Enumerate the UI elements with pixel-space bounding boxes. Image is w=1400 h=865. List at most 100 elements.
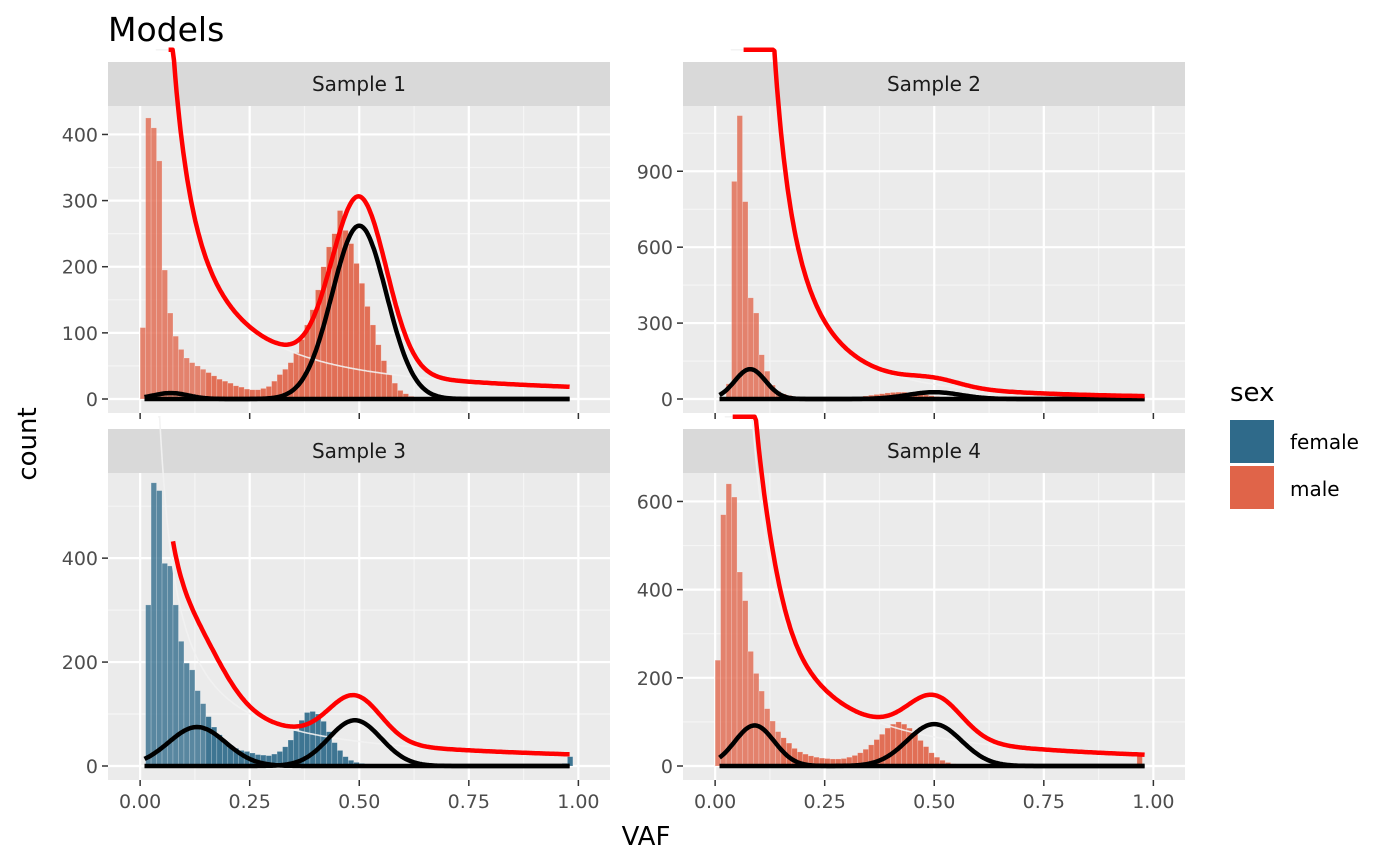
histogram-bar [714, 659, 721, 767]
histogram-bar [211, 375, 218, 400]
facet-strip [683, 62, 1185, 106]
histogram-bar [742, 600, 749, 767]
y-tick-label: 400 [637, 580, 673, 602]
total-fit-curve [742, 47, 1146, 399]
y-tick-label: 200 [62, 257, 98, 279]
histogram-bar [167, 312, 174, 400]
histogram-bar [178, 640, 185, 767]
y-axis-title: count [13, 407, 43, 480]
y-tick-label: 300 [637, 313, 673, 335]
histogram-bar [189, 669, 196, 767]
histogram-bar [391, 382, 398, 400]
histogram-bar [337, 750, 344, 767]
component-fit-curve [143, 223, 571, 402]
facet-strip-label: Sample 2 [887, 72, 981, 96]
x-tick-label: 1.00 [1132, 791, 1174, 813]
histogram-bar [293, 352, 300, 400]
histogram-bar [172, 604, 179, 767]
histogram-bar [386, 373, 393, 400]
histogram-bar [200, 703, 207, 767]
x-tick-label: 0.25 [229, 791, 271, 813]
histogram-bar [156, 490, 163, 767]
total-fit-curve [170, 540, 571, 757]
y-tick-label: 400 [62, 548, 98, 570]
x-tick-label: 0.50 [913, 791, 955, 813]
histogram-bar [731, 181, 738, 400]
histogram-bar [567, 756, 574, 767]
y-tick-label: 200 [62, 652, 98, 674]
histogram-bar [167, 565, 174, 767]
y-tick-label: 600 [637, 237, 673, 259]
facet-strip-label: Sample 1 [312, 72, 406, 96]
y-tick-label: 0 [661, 389, 673, 411]
histogram-bar [161, 269, 168, 400]
y-tick-label: 300 [62, 191, 98, 213]
histogram-bar [298, 339, 305, 400]
histogram-bar [917, 740, 924, 767]
facet-strip [683, 429, 1185, 473]
total-fit-curve [167, 47, 571, 390]
x-tick-label: 0.25 [804, 791, 846, 813]
histogram-bar [369, 324, 376, 400]
histogram-bar [358, 282, 366, 400]
facet-panel: Sample 3 0.00 0.25 0.50 0.75 1.00 0 200 400 [62, 416, 610, 813]
facet-strip-label: Sample 4 [887, 439, 981, 463]
y-tick-label: 200 [637, 668, 673, 690]
component-fit-curve [718, 389, 1146, 402]
legend-key-female [1230, 420, 1274, 463]
histogram-bar [922, 746, 930, 767]
histogram-bar [145, 117, 152, 400]
legend-key-male [1230, 466, 1274, 509]
histogram-bar [172, 335, 179, 400]
y-tick-label: 0 [86, 389, 98, 411]
histogram-bar [736, 115, 743, 400]
histogram-bar [747, 651, 754, 767]
x-tick-label: 0.75 [1023, 791, 1065, 813]
facet-strip [108, 429, 610, 473]
histogram-bar [747, 297, 754, 400]
histogram-bar [161, 563, 168, 767]
histogram-bar [725, 483, 732, 767]
y-tick-label: 100 [62, 323, 98, 345]
histogram-bar [884, 727, 891, 767]
histogram-bar [227, 382, 234, 400]
facet-panel: Sample 4 0.00 0.25 0.50 0.75 1.00 0 200 400 600 [637, 414, 1185, 813]
histogram-bar [194, 365, 201, 400]
y-tick-label: 900 [637, 161, 673, 183]
histogram-bar [347, 243, 355, 400]
histogram-bar [205, 372, 212, 400]
facet-strip-label: Sample 3 [312, 439, 406, 463]
legend-label-male: male [1290, 477, 1340, 501]
x-axis-title: VAF [622, 822, 671, 852]
histogram-bar [183, 662, 190, 767]
histogram-bar [150, 482, 157, 767]
x-tick-label: 0.00 [119, 791, 161, 813]
x-tick-label: 1.00 [557, 791, 599, 813]
component-fit-curve [718, 721, 1146, 769]
histogram-bar [216, 378, 223, 400]
histogram-bar [364, 306, 371, 400]
y-tick-label: 0 [661, 756, 673, 778]
component-fit-curve [143, 718, 571, 769]
histogram-bar [331, 742, 338, 767]
histogram-bar [912, 733, 919, 767]
y-tick-label: 0 [86, 756, 98, 778]
histogram-bar [753, 673, 760, 767]
legend: sex female male [1230, 378, 1359, 509]
histogram-bar [200, 368, 207, 400]
legend-label-female: female [1290, 430, 1359, 454]
facet-panel: Sample 1 0 100 200 300 400 [62, 47, 610, 419]
x-tick-label: 0.75 [448, 791, 490, 813]
y-tick-label: 600 [637, 491, 673, 513]
histogram-bar [221, 380, 229, 400]
histogram-bar [890, 723, 897, 767]
facet-panels: Sample 1 0 100 200 300 400 Sample 2 0 300 600 900 S… [62, 47, 1185, 813]
histogram-bar [731, 496, 738, 767]
histogram-bar [156, 160, 163, 400]
x-tick-label: 0.50 [338, 791, 380, 813]
histogram-bar [380, 360, 387, 400]
total-fit-curve [731, 414, 1146, 757]
histogram-bar [753, 312, 760, 400]
y-tick-label: 400 [62, 124, 98, 146]
